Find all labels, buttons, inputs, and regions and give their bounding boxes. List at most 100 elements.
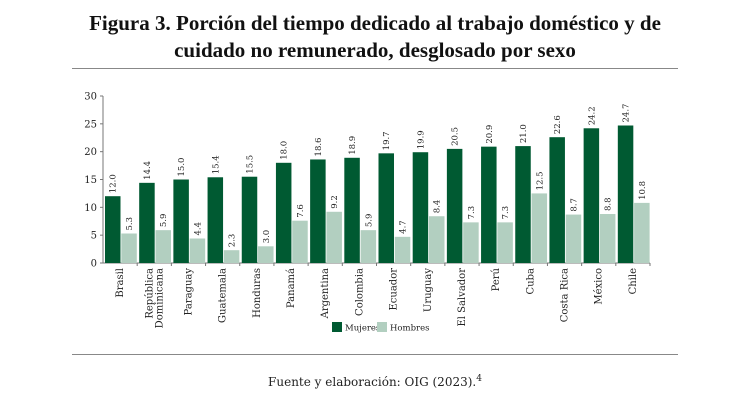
data-label: 8.7 — [569, 198, 579, 212]
bar-mujeres — [173, 179, 189, 263]
legend-swatch-hombres — [377, 322, 387, 332]
bottom-divider — [72, 354, 678, 355]
data-label: 15.4 — [211, 155, 221, 174]
category-label: Argentina — [320, 268, 331, 319]
y-tick-label: 30 — [84, 92, 97, 103]
data-label: 8.8 — [604, 197, 614, 211]
category-label: Brasil — [115, 268, 126, 298]
data-label: 24.2 — [587, 106, 597, 125]
category-label: Guatemala — [218, 268, 229, 323]
data-label: 21.0 — [519, 124, 529, 143]
y-tick-label: 15 — [84, 175, 97, 186]
bar-mujeres — [549, 137, 565, 263]
category-label: Cuba — [525, 268, 536, 294]
bar-mujeres — [275, 162, 292, 263]
data-label: 19.9 — [416, 130, 426, 149]
bar-hombres — [326, 211, 342, 263]
bar-hombres — [531, 193, 548, 263]
y-tick-label: 0 — [91, 259, 97, 270]
category-label: México — [594, 268, 605, 305]
bar-hombres — [428, 216, 445, 263]
data-label: 5.9 — [159, 214, 169, 228]
figure-title: Figura 3. Porción del tiempo dedicado al… — [0, 10, 750, 64]
data-label: 12.5 — [535, 171, 545, 190]
category-label: Uruguay — [423, 268, 434, 312]
bar-mujeres — [207, 177, 224, 263]
data-label: 15.5 — [246, 155, 256, 174]
data-label: 3.0 — [262, 230, 272, 244]
bar-mujeres — [310, 159, 326, 263]
category-label: Dominicana — [154, 268, 165, 328]
category-label: República — [144, 268, 155, 319]
bar-hombres — [634, 202, 650, 263]
y-tick-label: 20 — [84, 147, 97, 158]
category-label: Honduras — [252, 268, 263, 318]
data-label: 19.7 — [382, 131, 392, 150]
data-label: 9.2 — [330, 195, 340, 209]
data-label: 2.3 — [228, 234, 238, 248]
bar-mujeres — [139, 182, 155, 263]
bar-mujeres — [617, 125, 634, 264]
bar-hombres — [189, 238, 206, 263]
category-label: Perú — [491, 267, 502, 291]
y-tick-label: 5 — [91, 231, 97, 242]
bar-mujeres — [583, 128, 600, 263]
title-line-1: Figura 3. Porción del tiempo dedicado al… — [89, 11, 661, 35]
category-label: Ecuador — [389, 268, 400, 311]
bar-hombres — [463, 222, 479, 263]
bar-hombres — [565, 214, 582, 263]
bar-hombres — [121, 233, 137, 263]
source-text: Fuente y elaboración: OIG (2023). — [268, 375, 477, 389]
category-label: Paraguay — [183, 268, 194, 316]
data-label: 5.3 — [125, 217, 135, 231]
title-line-2: cuidado no remunerado, desglosado por se… — [174, 38, 576, 62]
category-label: El Salvador — [457, 268, 468, 327]
bar-mujeres — [515, 146, 531, 263]
bar-mujeres — [241, 176, 258, 263]
bar-mujeres — [446, 148, 463, 263]
data-label: 4.4 — [193, 222, 203, 236]
data-label: 7.3 — [467, 206, 477, 220]
top-divider — [72, 68, 678, 69]
data-label: 7.6 — [296, 204, 306, 218]
bar-mujeres — [481, 146, 497, 263]
bar-hombres — [394, 236, 411, 263]
data-label: 15.0 — [177, 158, 187, 177]
data-label: 5.9 — [364, 214, 374, 228]
data-label: 22.6 — [553, 115, 563, 134]
bar-hombres — [360, 230, 377, 263]
legend-label: Hombres — [390, 324, 430, 334]
data-label: 20.5 — [451, 127, 461, 146]
bar-hombres — [223, 250, 240, 263]
data-label: 12.0 — [109, 174, 119, 193]
bar-mujeres — [105, 196, 121, 263]
data-label: 24.7 — [622, 104, 632, 123]
data-label: 4.7 — [399, 220, 409, 234]
data-label: 14.4 — [143, 161, 153, 180]
category-label: Panamá — [286, 268, 297, 308]
bar-hombres — [497, 222, 513, 263]
bar-mujeres — [412, 152, 429, 263]
data-label: 10.8 — [638, 181, 648, 200]
source-note: Fuente y elaboración: OIG (2023).4 — [0, 374, 750, 389]
data-label: 7.3 — [501, 206, 511, 220]
data-label: 18.6 — [314, 138, 324, 157]
y-tick-label: 25 — [84, 119, 97, 130]
category-label: Colombia — [354, 268, 365, 316]
bar-hombres — [155, 230, 171, 263]
category-label: Costa Rica — [560, 268, 571, 322]
data-label: 18.9 — [348, 136, 358, 155]
y-tick-label: 10 — [84, 203, 97, 214]
category-label: Chile — [628, 268, 639, 294]
legend-label: Mujeres — [345, 324, 380, 334]
legend-swatch-mujeres — [332, 322, 342, 332]
bar-hombres — [292, 220, 308, 263]
bar-hombres — [258, 246, 274, 263]
bar-hombres — [599, 214, 616, 263]
bar-mujeres — [378, 153, 394, 263]
data-label: 20.9 — [485, 125, 495, 144]
bar-mujeres — [344, 157, 360, 263]
data-label: 18.0 — [280, 141, 290, 160]
footnote-ref: 4 — [476, 374, 482, 384]
